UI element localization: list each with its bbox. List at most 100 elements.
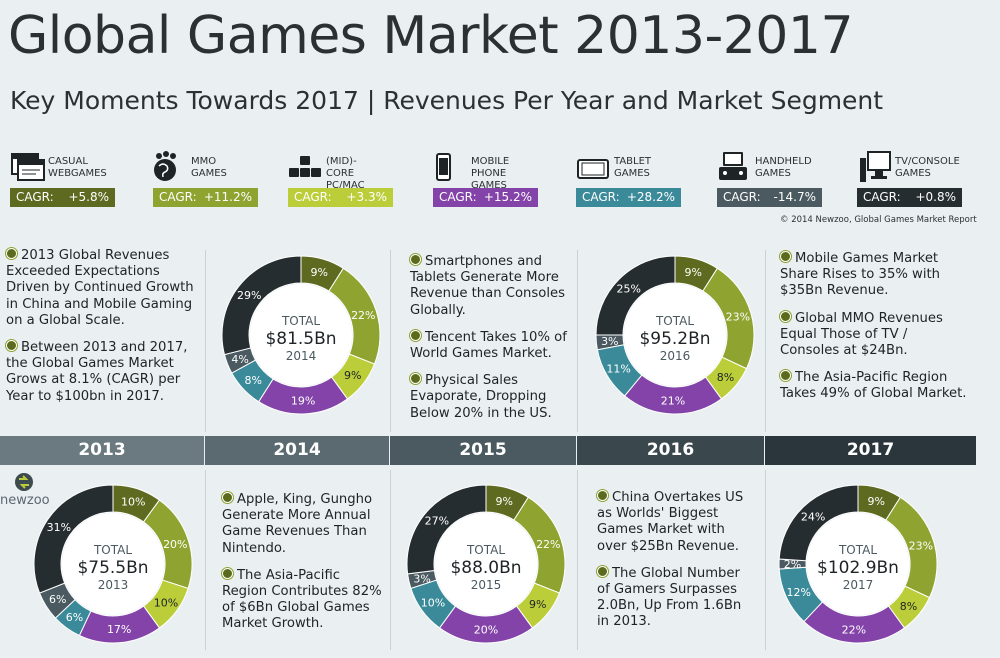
segment-label: TV/CONSOLE GAMES	[895, 156, 960, 179]
total-label: TOTAL	[93, 543, 132, 557]
note-item: Global MMO Revenues Equal Those of TV / …	[780, 310, 943, 359]
slice-label: 3%	[601, 335, 618, 348]
slice-label: 8%	[245, 374, 262, 387]
total-value: $95.2Bn	[639, 329, 710, 349]
note-item: Tencent Takes 10% of World Games Market.	[410, 329, 567, 362]
bullet-dot	[222, 567, 233, 579]
bullet-dot	[222, 492, 233, 503]
total-label: TOTAL	[655, 314, 694, 328]
slice-label: 20%	[163, 538, 187, 551]
bullet-dot	[780, 370, 791, 382]
slice-label: 24%	[801, 510, 825, 523]
donut-slice	[778, 484, 859, 562]
note-item: The Asia-Pacific Region Takes 49% of Glo…	[780, 370, 967, 402]
bullet-dot	[780, 310, 791, 322]
chart-year: 2016	[660, 349, 691, 363]
notes-2013: 2013 Global Revenues Exceeded Expectatio…	[6, 248, 196, 416]
slice-label: 10%	[154, 596, 178, 609]
donut-center	[62, 513, 164, 615]
cagr-badge: CAGR: +3.3%	[288, 188, 393, 207]
slice-label: 9%	[496, 495, 513, 508]
handheld-console-icon	[719, 152, 747, 180]
note-item: China Overtakes US as Worlds' Biggest Ga…	[597, 490, 744, 554]
notes-2014: Apple, King, Gungho Generate More Annual…	[222, 492, 382, 644]
keyboard-keys-icon	[289, 156, 321, 177]
browser-windows-icon	[11, 153, 45, 181]
slice-label: 8%	[717, 371, 734, 384]
slice-label: 9%	[311, 266, 328, 279]
slice-label: 6%	[66, 611, 83, 624]
slice-label: 29%	[237, 289, 261, 302]
note-item: Physical Sales Evaporate, Dropping Below…	[410, 373, 552, 421]
donut-slice	[595, 255, 676, 336]
chart-year: 2013	[98, 578, 129, 592]
bullet-dot	[6, 248, 17, 259]
page-title: Global Games Market 2013-2017	[8, 6, 854, 66]
notes-2015: Smartphones and Tablets Generate More Re…	[410, 254, 575, 433]
timeline-year-2015: 2015	[390, 436, 576, 465]
slice-label: 22%	[351, 309, 375, 322]
slice-label: 9%	[685, 266, 702, 279]
donut-center	[250, 284, 352, 386]
note-item: Apple, King, Gungho Generate More Annual…	[222, 492, 373, 556]
total-value: $102.9Bn	[817, 558, 899, 578]
slice-label: 8%	[900, 600, 917, 613]
bullet-dot	[597, 490, 608, 501]
bullet-dot	[6, 340, 17, 352]
timeline-year-2014: 2014	[205, 436, 389, 465]
segment-label: MOBILE PHONE GAMES	[471, 156, 510, 191]
column-divider	[205, 250, 206, 432]
slice-label: 27%	[425, 515, 449, 528]
note-item: Between 2013 and 2017, the Global Games …	[6, 340, 188, 404]
timeline-year-2016: 2016	[577, 436, 764, 465]
slice-label: 2%	[784, 558, 801, 571]
cagr-badge: CAGR: -14.7%	[717, 188, 822, 207]
timeline-year-2013: 2013	[0, 436, 204, 465]
timeline-year-2017: 2017	[765, 436, 976, 465]
newzoo-logo: newzoo	[0, 473, 50, 508]
total-value: $75.5Bn	[77, 558, 148, 578]
slice-label: 19%	[291, 394, 315, 407]
segment-label: TABLET GAMES	[614, 156, 652, 179]
bullet-dot	[597, 565, 608, 577]
slice-label: 22%	[536, 538, 560, 551]
bullet-dot	[410, 329, 421, 341]
cagr-badge: CAGR: +11.2%	[153, 188, 258, 207]
column-divider	[577, 470, 578, 650]
column-divider	[205, 470, 206, 650]
slice-label: 21%	[661, 394, 685, 407]
year-timeline: 2013 2014 2015 2016 2017	[0, 436, 976, 465]
note-item: 2013 Global Revenues Exceeded Expectatio…	[6, 248, 194, 328]
globe-icon	[154, 151, 176, 181]
tv-console-icon	[860, 151, 891, 182]
donut-slice	[221, 255, 302, 356]
total-value: $88.0Bn	[450, 558, 521, 578]
note-item: Smartphones and Tablets Generate More Re…	[410, 254, 566, 318]
total-label: TOTAL	[281, 314, 320, 328]
column-divider	[765, 250, 766, 432]
chart-year: 2015	[471, 578, 502, 592]
donut-center	[807, 513, 909, 615]
tablet-icon	[577, 159, 609, 179]
column-divider	[577, 250, 578, 432]
bullet-dot	[410, 373, 421, 385]
donut-slice	[406, 484, 487, 575]
bullet-dot	[410, 254, 421, 265]
bullet-dot	[780, 251, 791, 262]
slice-label: 23%	[909, 540, 933, 553]
copyright-credit: © 2014 Newzoo, Global Games Market Repor…	[780, 215, 977, 225]
total-value: $81.5Bn	[265, 329, 336, 349]
chart-year: 2014	[286, 349, 317, 363]
chart-year: 2017	[843, 578, 874, 592]
slice-label: 22%	[842, 623, 866, 636]
notes-2016: China Overtakes US as Worlds' Biggest Ga…	[597, 490, 747, 642]
slice-label: 9%	[529, 598, 546, 611]
slice-label: 9%	[344, 369, 361, 382]
slice-label: 4%	[231, 353, 248, 366]
segment-label: HANDHELD GAMES	[755, 156, 812, 179]
slice-label: 25%	[616, 283, 640, 296]
notes-2017: Mobile Games Market Share Rises to 35% w…	[780, 251, 970, 414]
